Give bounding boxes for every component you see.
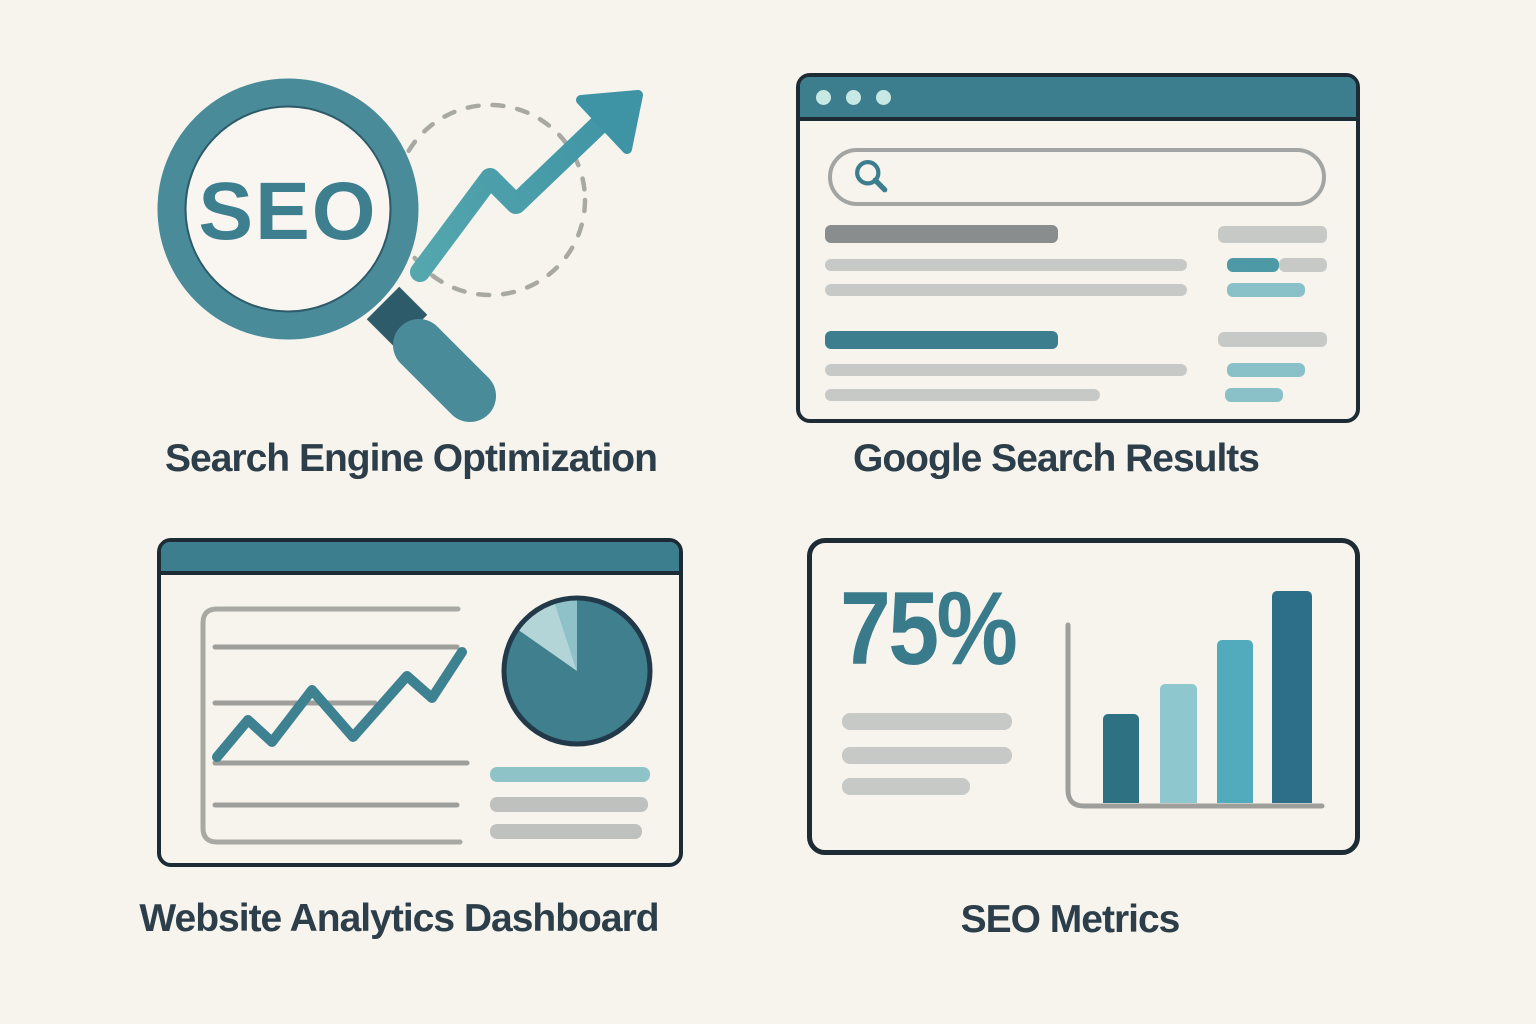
window-button-icon[interactable]	[816, 89, 831, 105]
seo-magnifier-illustration: SEO	[157, 78, 643, 422]
legend-line-teal	[490, 767, 650, 782]
metric-bar	[1160, 684, 1197, 803]
result-link-placeholder[interactable]	[825, 331, 1058, 349]
pie-chart	[501, 595, 653, 747]
trend-line-chart	[212, 647, 467, 762]
result-title-placeholder	[825, 225, 1058, 243]
sidebar-tag-placeholder	[1227, 363, 1305, 377]
magnifier-ring	[157, 78, 419, 340]
dashboard-titlebar	[161, 542, 679, 575]
seo-metrics-card: 75%	[807, 538, 1360, 855]
analytics-dashboard-window	[157, 538, 683, 867]
bar-chart-axis	[1065, 622, 1325, 809]
sidebar-line-placeholder	[1279, 258, 1327, 272]
result-line-placeholder	[825, 284, 1187, 296]
dashboard-charts	[200, 595, 653, 845]
pie-slice-medium	[554, 598, 577, 671]
caption-website-analytics-dashboard: Website Analytics Dashboard	[139, 897, 659, 940]
legend-line-gray	[490, 797, 648, 812]
sidebar-line-placeholder	[1218, 226, 1327, 243]
magnifying-glass-icon: SEO	[157, 78, 496, 422]
browser-titlebar	[800, 77, 1356, 121]
sidebar-tag-placeholder	[1225, 388, 1283, 402]
metrics-bar-chart	[812, 543, 1355, 850]
caption-search-engine-optimization: Search Engine Optimization	[165, 437, 658, 480]
browser-window	[796, 73, 1360, 423]
search-icon	[855, 160, 888, 193]
caption-google-search-results: Google Search Results	[853, 437, 1260, 480]
metric-bar	[1272, 591, 1312, 803]
growth-arrow-icon	[410, 90, 643, 282]
sidebar-tag-placeholder	[1227, 283, 1305, 297]
metric-text-placeholder	[842, 778, 970, 795]
percentage-value: 75%	[840, 571, 1018, 687]
window-button-icon[interactable]	[846, 89, 861, 105]
pie-slice-light	[517, 601, 577, 671]
magnifier-handle	[393, 319, 496, 422]
result-line-placeholder	[825, 259, 1187, 271]
caption-seo-metrics: SEO Metrics	[960, 898, 1181, 941]
metric-bar	[1217, 640, 1253, 803]
search-bar[interactable]	[828, 148, 1326, 206]
result-line-placeholder	[825, 389, 1100, 401]
sidebar-line-placeholder	[1218, 332, 1327, 347]
legend-line-gray	[490, 824, 642, 839]
sidebar-tag-placeholder	[1227, 258, 1279, 272]
magnifier-seo-text: SEO	[198, 166, 377, 257]
magnifier-lens	[183, 104, 393, 314]
result-line-placeholder	[825, 364, 1187, 376]
metric-text-placeholder	[842, 747, 1012, 764]
metric-bar	[1103, 714, 1139, 803]
metric-text-placeholder	[842, 713, 1012, 730]
chart-frame	[200, 606, 463, 845]
window-button-icon[interactable]	[876, 89, 891, 105]
